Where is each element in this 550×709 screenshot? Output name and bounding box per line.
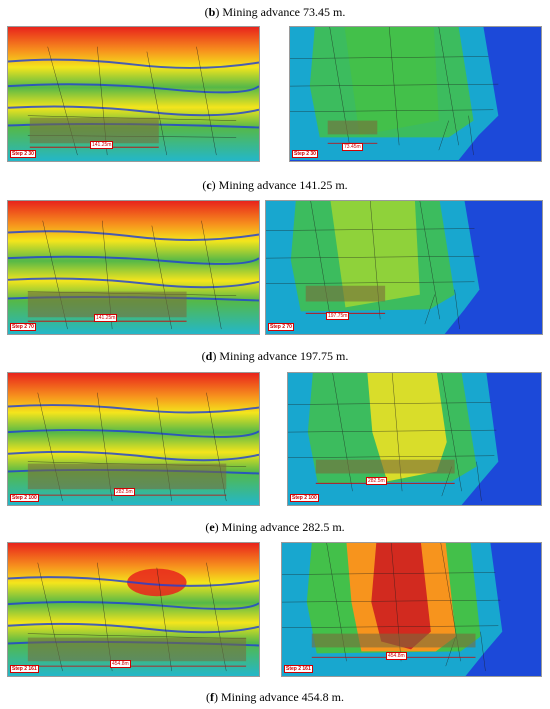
caption-c: (c) Mining advance 141.25 m.: [202, 178, 348, 192]
step-label: Step 2 100: [10, 494, 39, 502]
caption-text: Mining advance 454.8 m.: [218, 690, 344, 704]
caption-e: (e) Mining advance 282.5 m.: [205, 520, 345, 534]
distance-label: 454.8m: [110, 660, 131, 668]
caption-letter: b: [208, 5, 216, 19]
caption-text: Mining advance 197.75 m.: [216, 349, 349, 363]
caption-d: (d) Mining advance 197.75 m.: [201, 349, 349, 363]
displacement-contour-panel-b: Step 2 30 73.45m: [289, 26, 542, 162]
step-label: Step 2 70: [10, 323, 36, 331]
step-label: Step 2 161: [10, 665, 39, 673]
step-label: Step 2 70: [268, 323, 294, 331]
step-label: Step 2 30: [292, 150, 318, 158]
displacement-contour-panel-e: Step 2 161 454.8m: [281, 542, 542, 677]
caption-letter: d: [205, 349, 213, 363]
distance-label: 197.75m: [326, 312, 350, 320]
step-label: Step 2 100: [290, 494, 319, 502]
distance-label: 454.8m: [386, 652, 407, 660]
caption-letter: c: [206, 178, 212, 192]
stress-contour-image: [8, 201, 259, 334]
caption-letter: f: [210, 690, 214, 704]
stress-contour-panel-d: Step 2 100 282.5m: [7, 372, 260, 506]
displacement-contour-image: [266, 201, 542, 334]
caption-text: Mining advance 282.5 m.: [218, 520, 345, 534]
displacement-contour-image: [282, 543, 541, 676]
step-label: Step 2 30: [10, 150, 36, 158]
caption-text: Mining advance 73.45 m.: [219, 5, 346, 19]
stress-contour-image: [8, 373, 259, 505]
distance-label: 282.5m: [366, 477, 387, 485]
caption-text: Mining advance 141.25 m.: [215, 178, 348, 192]
stress-contour-image: [8, 27, 259, 161]
stress-contour-panel-c: Step 2 70 141.25m: [7, 200, 260, 335]
displacement-contour-image: [288, 373, 541, 505]
step-label: Step 2 161: [284, 665, 313, 673]
stress-contour-image: [8, 543, 259, 676]
distance-label: 282.5m: [114, 488, 135, 496]
distance-label: 141.25m: [94, 314, 118, 322]
caption-f: (f) Mining advance 454.8 m.: [206, 690, 344, 704]
caption-letter: e: [209, 520, 215, 534]
displacement-contour-panel-d: Step 2 100 282.5m: [287, 372, 542, 506]
distance-label: 141.25m: [90, 141, 114, 149]
stress-contour-panel-e: Step 2 161 454.8m: [7, 542, 260, 677]
stress-contour-panel-b: Step 2 30 141.25m: [7, 26, 260, 162]
displacement-contour-panel-c: Step 2 70 197.75m: [265, 200, 543, 335]
distance-label: 73.45m: [342, 143, 363, 151]
caption-b: (b) Mining advance 73.45 m.: [204, 5, 346, 19]
displacement-contour-image: [290, 27, 541, 161]
